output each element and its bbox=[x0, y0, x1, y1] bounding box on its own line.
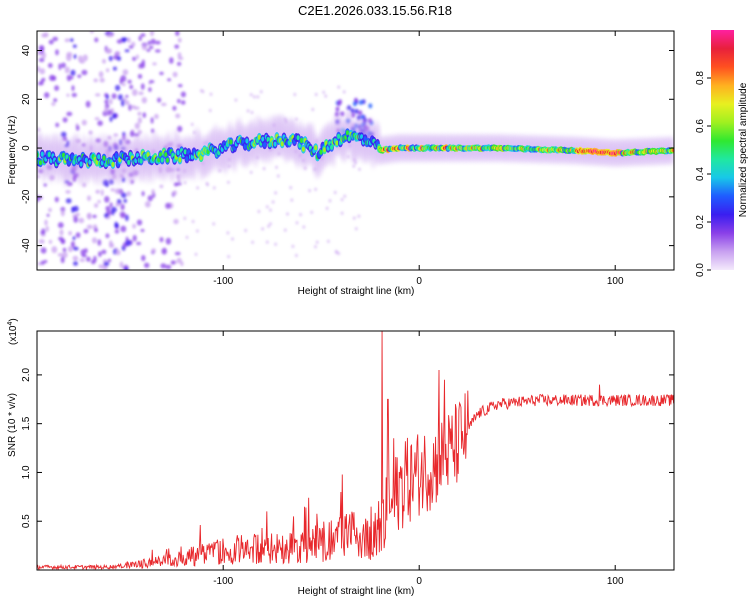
snr-scale-exponent: 4 bbox=[7, 322, 14, 326]
spectrogram-y-tick-label: 20 bbox=[21, 93, 32, 105]
colorbar: 0.0 0.2 0.4 0.6 0.8 Normalized spectral ampl… bbox=[695, 30, 749, 277]
snr-y-label: SNR (10 * v/v) bbox=[7, 393, 18, 457]
snr-background bbox=[37, 331, 674, 570]
colorbar-tick-label: 0.0 bbox=[695, 263, 706, 277]
snr-x-tick-label: 0 bbox=[416, 576, 422, 587]
snr-scale-suffix: ) bbox=[8, 318, 19, 321]
colorbar-scale bbox=[711, 30, 734, 270]
spectrogram-x-tick-label: 100 bbox=[607, 276, 624, 287]
spectrogram-x-ticks: -100 0 100 bbox=[213, 31, 624, 287]
colorbar-label: Normalized spectral amplitude bbox=[738, 82, 749, 217]
spectrogram-frame bbox=[36, 30, 675, 271]
snr-scale-prefix: (x10 bbox=[8, 325, 19, 345]
snr-x-label: Height of straight line (km) bbox=[298, 586, 415, 597]
colorbar-ticks: 0.0 0.2 0.4 0.6 0.8 bbox=[695, 71, 711, 277]
spectrogram-x-tick-label: 0 bbox=[416, 276, 422, 287]
spectrogram-y-tick-label: -40 bbox=[21, 238, 32, 253]
heatmap-ridge-core bbox=[37, 109, 674, 188]
spectrogram-y-label: Frequency (Hz) bbox=[7, 116, 18, 185]
spectrogram-y-tick-label: 40 bbox=[21, 45, 32, 57]
spectrogram-x-tick-label: -100 bbox=[213, 276, 233, 287]
spectrogram-heatmap bbox=[37, 31, 674, 270]
figure-title: C2E1.2026.033.15.56.R18 bbox=[298, 3, 452, 18]
svg-text:(x104): (x104) bbox=[7, 318, 19, 345]
snr-scale-note: (x104) bbox=[7, 318, 19, 345]
colorbar-tick-label: 0.2 bbox=[695, 215, 706, 229]
colorbar-tick-label: 0.8 bbox=[695, 71, 706, 85]
snr-x-ticks: -100 0 100 bbox=[213, 331, 624, 587]
snr-y-ticks: 0.5 1.0 1.5 2.0 bbox=[21, 368, 674, 528]
spectrogram-y-tick-label: 0 bbox=[21, 145, 32, 151]
colorbar-tick-label: 0.4 bbox=[695, 167, 706, 181]
snr-y-tick-label: 2.0 bbox=[21, 368, 32, 382]
snr-series-line bbox=[37, 331, 674, 570]
spectrogram-panel: -100 0 100 -40 -20 0 20 40 Height of straight … bbox=[7, 30, 675, 297]
snr-x-tick-label: -100 bbox=[213, 576, 233, 587]
snr-x-tick-label: 100 bbox=[607, 576, 624, 587]
snr-y-tick-label: 0.5 bbox=[21, 514, 32, 528]
snr-y-tick-label: 1.0 bbox=[21, 465, 32, 479]
snr-y-tick-label: 1.5 bbox=[21, 416, 32, 430]
spectrogram-y-ticks: -40 -20 0 20 40 bbox=[21, 45, 674, 253]
spectrogram-y-tick-label: -20 bbox=[21, 189, 32, 204]
snr-frame bbox=[36, 330, 675, 571]
colorbar-tick-label: 0.6 bbox=[695, 119, 706, 133]
spectrogram-x-label: Height of straight line (km) bbox=[298, 286, 415, 297]
snr-panel: -100 0 100 0.5 1.0 1.5 2.0 Height of straight… bbox=[7, 318, 675, 597]
